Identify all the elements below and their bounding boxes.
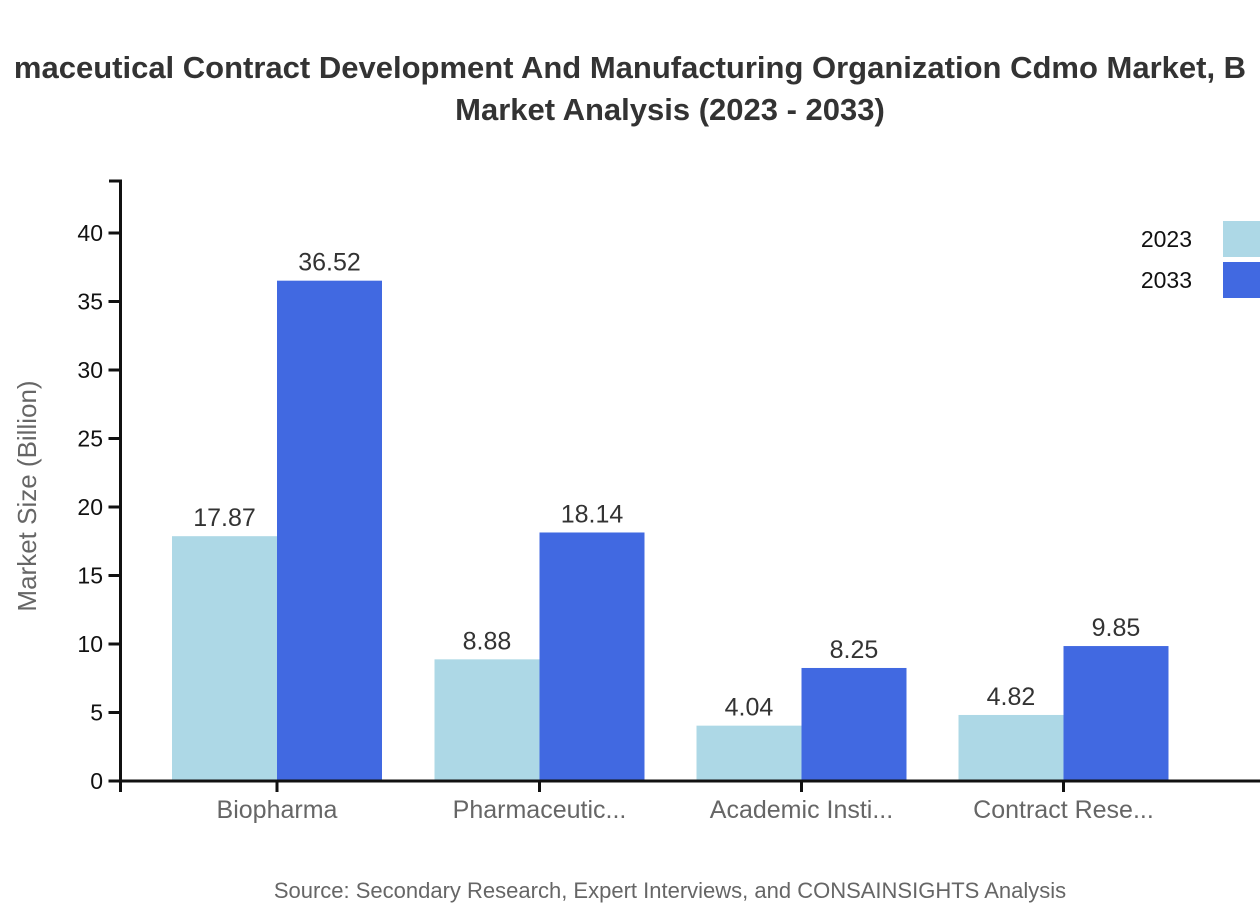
y-tick-label-35: 35 — [77, 289, 103, 315]
x-tick-label-contract-rese: Contract Rese... — [973, 796, 1154, 824]
x-tick-label-biopharma: Biopharma — [217, 796, 338, 824]
y-tick-label-20: 20 — [77, 494, 103, 520]
bar-2023-academic-insti — [696, 725, 802, 781]
bar-2033-academic-insti — [801, 667, 907, 781]
chart-title-line2: Market Analysis (2023 - 2033) — [455, 92, 885, 127]
value-label-2033-pharmaceutic: 18.14 — [561, 500, 624, 528]
y-axis-line — [109, 179, 122, 781]
bar-2023-biopharma — [172, 536, 277, 781]
bar-2023-pharmaceutic — [434, 659, 540, 781]
legend-swatch-2023 — [1223, 221, 1260, 257]
y-tick-label-25: 25 — [77, 426, 103, 452]
value-label-2033-biopharma: 36.52 — [298, 249, 361, 277]
y-tick-label-5: 5 — [90, 700, 103, 726]
bar-2033-biopharma — [277, 280, 382, 781]
value-label-2023-biopharma: 17.87 — [193, 504, 256, 532]
y-axis-title: Market Size (Billion) — [12, 380, 42, 611]
chart-title-line1: maceutical Contract Development And Manu… — [13, 50, 1247, 85]
y-tick-label-40: 40 — [77, 220, 103, 246]
bar-2033-contract-rese — [1063, 646, 1169, 781]
bar-2023-contract-rese — [958, 714, 1064, 781]
value-label-2023-academic-insti: 4.04 — [725, 694, 774, 722]
bar-2033-pharmaceutic — [539, 532, 645, 781]
y-tick-label-15: 15 — [77, 563, 103, 589]
value-label-2033-contract-rese: 9.85 — [1092, 614, 1141, 642]
x-tick-label-pharmaceutic: Pharmaceutic... — [453, 796, 627, 824]
value-label-2033-academic-insti: 8.25 — [830, 636, 879, 664]
legend-label-2023: 2023 — [1141, 226, 1192, 252]
value-label-2023-contract-rese: 4.82 — [987, 683, 1036, 711]
y-tick-label-0: 0 — [90, 768, 103, 794]
x-tick-label-academic-insti: Academic Insti... — [710, 796, 893, 824]
y-tick-label-30: 30 — [77, 357, 103, 383]
x-axis-line — [119, 779, 1260, 792]
value-label-2023-pharmaceutic: 8.88 — [463, 627, 512, 655]
y-tick-label-10: 10 — [77, 631, 103, 657]
source-attribution: Source: Secondary Research, Expert Inter… — [273, 878, 1067, 903]
legend-swatch-2033 — [1223, 262, 1260, 298]
legend-label-2033: 2033 — [1141, 267, 1192, 293]
